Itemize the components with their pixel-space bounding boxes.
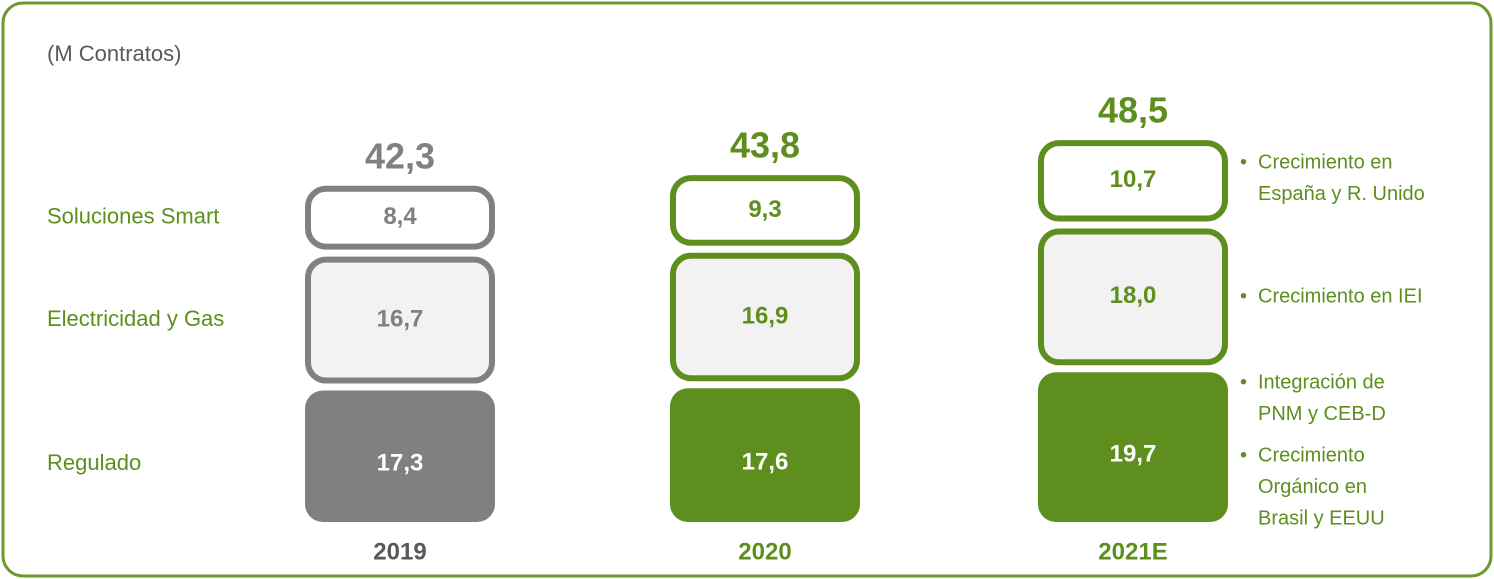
- bar-segment: [670, 175, 860, 246]
- value-label: 19,7: [1110, 440, 1157, 467]
- bar-segment: [1038, 372, 1228, 522]
- total-label: 43,8: [730, 125, 800, 166]
- annotation: Crecimiento en: [1258, 151, 1393, 173]
- annotation: España y R. Unido: [1258, 183, 1425, 205]
- bar-segment: [1038, 140, 1228, 222]
- value-label: 8,4: [383, 203, 417, 230]
- annotation: Brasil y EEUU: [1258, 507, 1385, 529]
- bar-segment: [670, 252, 860, 382]
- bar-segment: [1038, 228, 1228, 366]
- annotation: Integración de: [1258, 371, 1385, 393]
- annotation: Crecimiento: [1258, 444, 1365, 466]
- x-tick-label: 2020: [738, 538, 791, 565]
- x-tick-label: 2019: [373, 538, 426, 565]
- total-label: 48,5: [1098, 90, 1168, 131]
- bar-segment: [305, 390, 495, 522]
- bullet: •: [1240, 151, 1247, 173]
- series-label: Regulado: [47, 450, 141, 475]
- bar-segment: [305, 185, 495, 250]
- bar-segment: [305, 256, 495, 384]
- chart-subtitle: (M Contratos): [47, 41, 181, 66]
- value-label: 17,6: [742, 448, 789, 475]
- value-label: 17,3: [377, 450, 424, 477]
- bullet: •: [1240, 371, 1247, 393]
- series-label: Soluciones Smart: [47, 203, 219, 228]
- value-label: 16,9: [742, 302, 789, 329]
- bullet: •: [1240, 444, 1247, 466]
- value-label: 16,7: [377, 305, 424, 332]
- total-label: 42,3: [365, 135, 435, 176]
- annotation: Orgánico en: [1258, 476, 1367, 498]
- annotation: PNM y CEB-D: [1258, 403, 1386, 425]
- value-label: 9,3: [748, 196, 781, 223]
- value-label: 18,0: [1110, 282, 1157, 309]
- bullet: •: [1240, 285, 1247, 307]
- series-label: Electricidad y Gas: [47, 306, 224, 331]
- bar-segment: [670, 388, 860, 522]
- x-tick-label: 2021E: [1098, 538, 1167, 565]
- value-label: 10,7: [1110, 166, 1157, 193]
- annotation: Crecimiento en IEI: [1258, 285, 1423, 307]
